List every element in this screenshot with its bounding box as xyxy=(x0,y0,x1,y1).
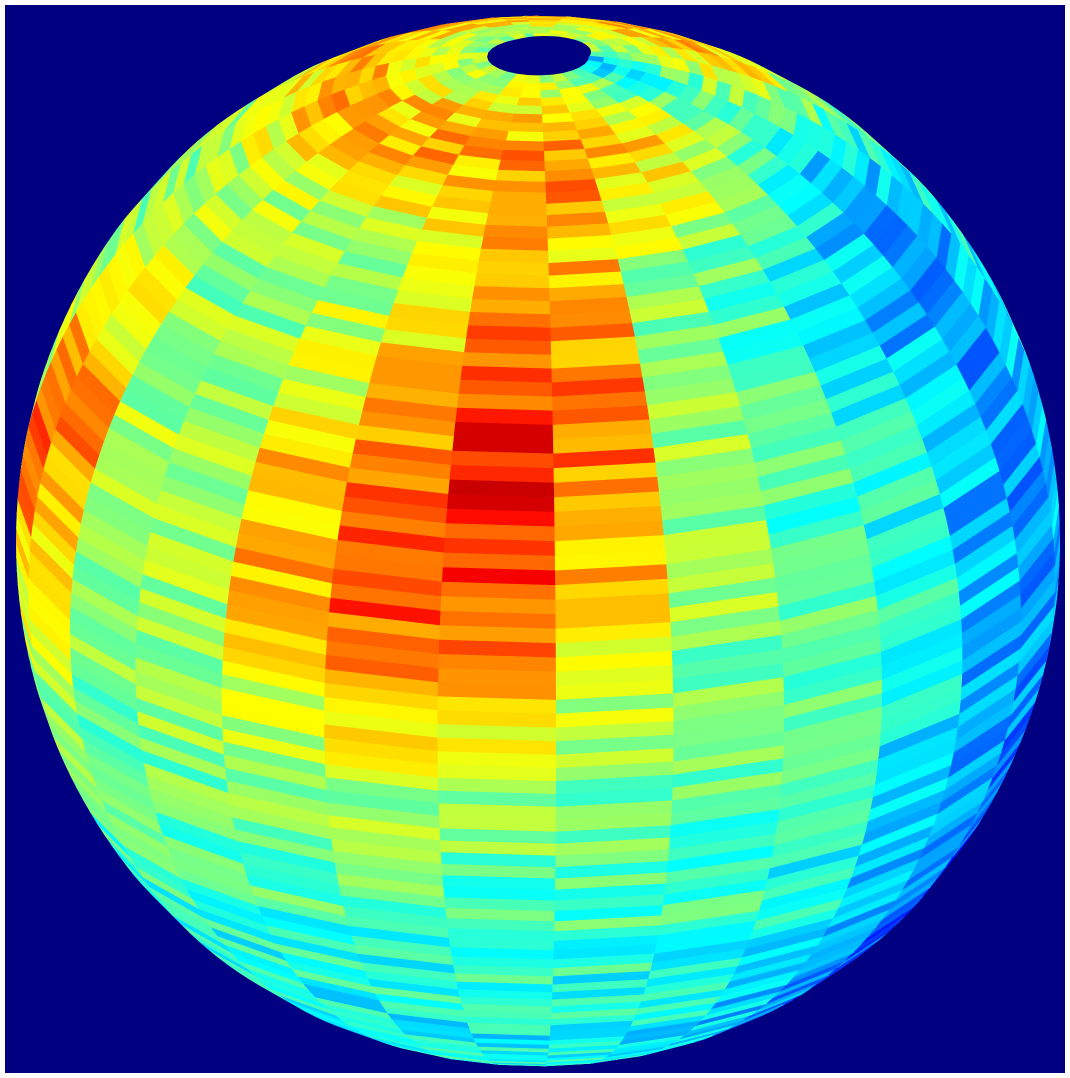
surface-cell xyxy=(484,225,548,239)
surface-cell xyxy=(532,30,550,34)
surface-cell xyxy=(494,180,547,192)
page: (() => { JSON.parse(document.getElementB… xyxy=(0,0,1070,1078)
surface-cell xyxy=(506,131,543,141)
surface-cell xyxy=(491,191,547,204)
surface-cell xyxy=(509,122,543,132)
surface-cell xyxy=(514,105,542,114)
surface-cell xyxy=(512,113,543,123)
surface-cell xyxy=(481,236,548,250)
surface-cell xyxy=(504,140,545,151)
surface-cell xyxy=(479,248,549,262)
surface-cell xyxy=(520,90,541,98)
surface-cell xyxy=(471,299,551,314)
pole-hole xyxy=(499,36,591,68)
surface-cell xyxy=(523,82,541,90)
surface-cell xyxy=(477,261,549,276)
surface-cell xyxy=(501,150,545,161)
surface-cell xyxy=(517,97,542,106)
surface-cell xyxy=(499,160,546,172)
sphere-surface xyxy=(13,16,1062,1066)
surface-cell xyxy=(525,75,540,82)
surface-cell xyxy=(489,202,548,215)
surface-cell xyxy=(541,97,566,106)
sphere-render xyxy=(0,0,1070,1078)
surface-cell xyxy=(486,213,547,226)
surface-cell xyxy=(466,325,551,341)
surface-cell xyxy=(496,170,546,182)
surface-cell xyxy=(475,273,550,288)
surface-cell xyxy=(542,104,570,114)
surface-cell xyxy=(473,286,551,301)
surface-cell xyxy=(468,312,550,328)
